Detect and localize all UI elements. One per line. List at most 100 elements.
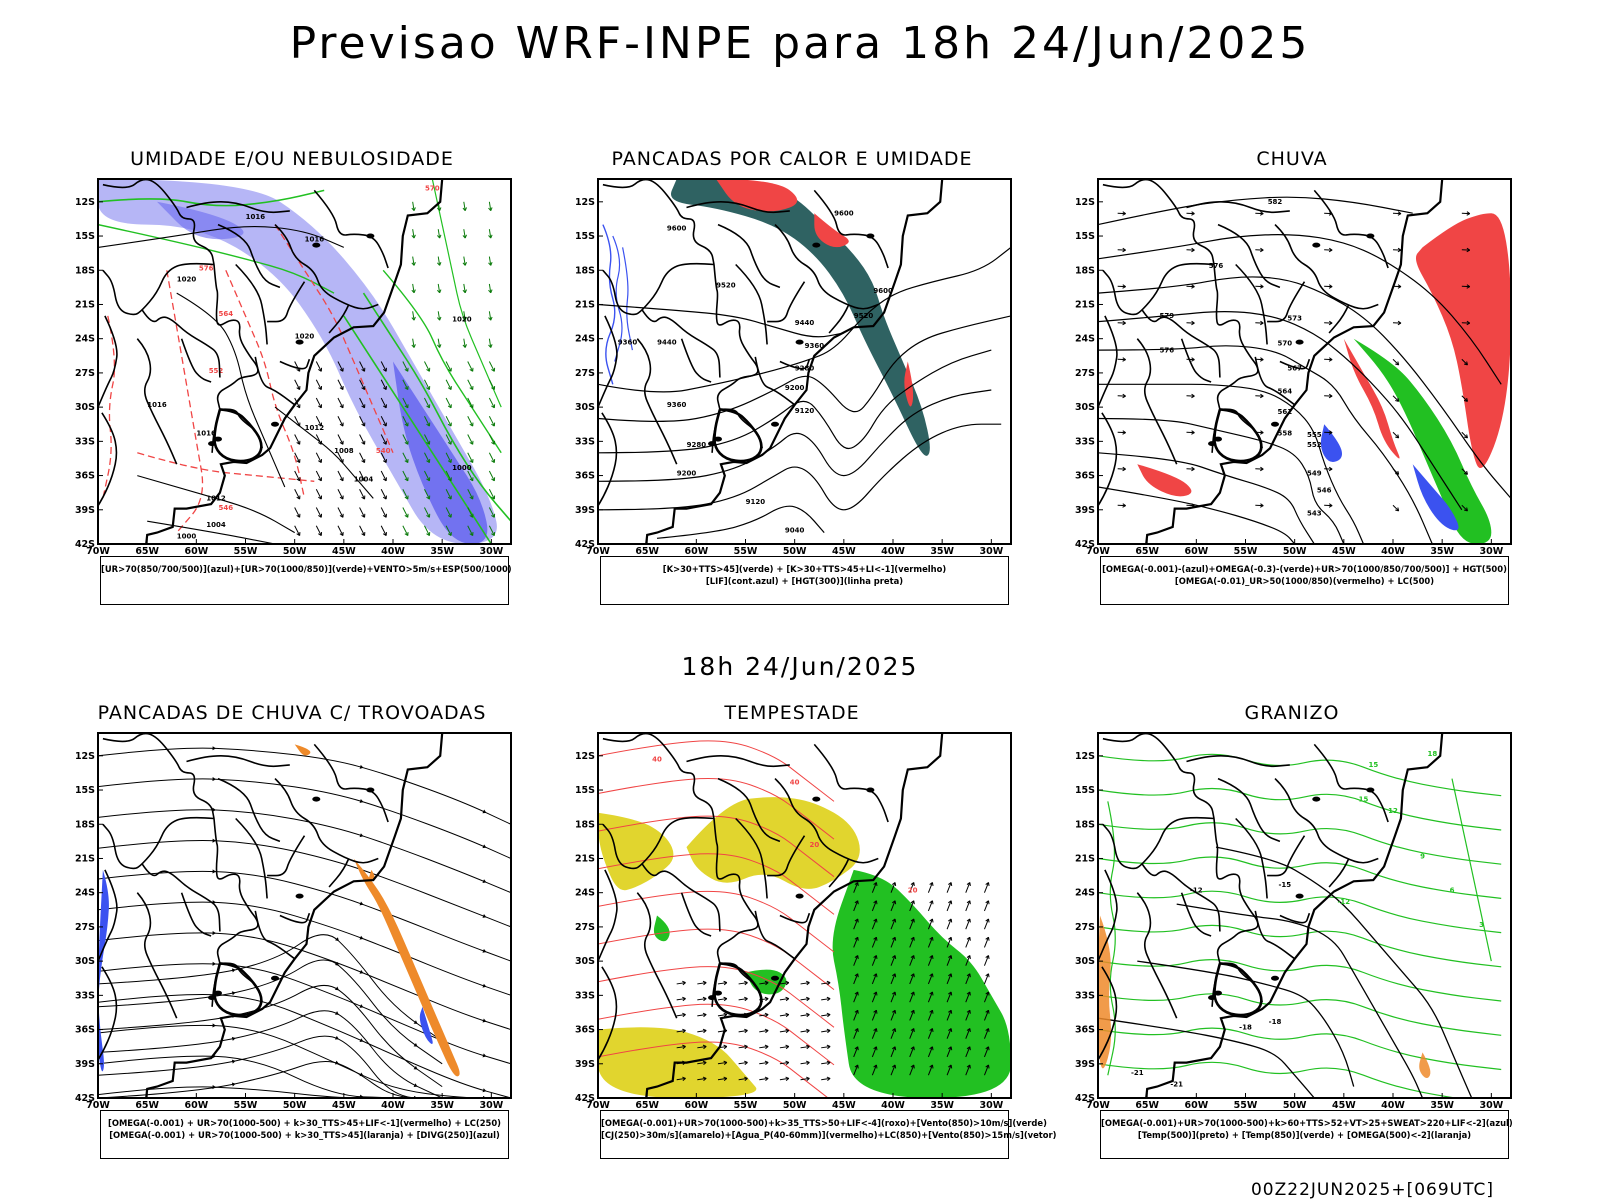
- wind-vector: [462, 229, 467, 239]
- streamline: [98, 1035, 443, 1098]
- contour-label: 1004: [206, 521, 226, 529]
- country-border: [235, 263, 268, 345]
- lon-tick-label: 50W: [283, 546, 307, 557]
- wind-vector: [779, 1060, 790, 1066]
- wind-vector: [424, 470, 431, 482]
- contour-label: 1004: [354, 475, 374, 483]
- country-border: [686, 754, 790, 768]
- country-border: [102, 733, 215, 819]
- lat-tick-label: 42S: [575, 539, 595, 550]
- wind-vector: [380, 489, 387, 500]
- streamline-arrow: [359, 1038, 364, 1043]
- wind-vector: [871, 955, 878, 966]
- wind-vector: [488, 338, 493, 348]
- streamline: [98, 1086, 511, 1098]
- country-border: [1213, 818, 1259, 964]
- lake-mark: [866, 787, 875, 793]
- wind-vector: [1461, 358, 1468, 366]
- streamline-arrow: [482, 1053, 487, 1058]
- lon-tick-label: 55W: [1234, 1100, 1258, 1111]
- wind-vector: [717, 1012, 728, 1018]
- country-border: [98, 966, 118, 1062]
- wind-vector: [821, 1060, 831, 1066]
- wind-vector: [697, 1028, 707, 1034]
- temperature-850-contour: [1098, 822, 1502, 865]
- wind-vector: [294, 452, 301, 463]
- wind-vector: [488, 311, 493, 321]
- lat-tick-label: 24S: [1075, 334, 1095, 345]
- country-border: [1098, 412, 1118, 508]
- lon-tick-label: 60W: [184, 1100, 208, 1111]
- lat-tick-label: 24S: [75, 888, 95, 899]
- streamline-arrow: [334, 986, 339, 991]
- wind-vector: [1324, 430, 1333, 435]
- lon-tick-label: 55W: [234, 1100, 258, 1111]
- wind-vector: [697, 1012, 707, 1018]
- rain-area-blue: [1412, 464, 1459, 531]
- lon-tick-label: 35W: [930, 1100, 954, 1111]
- streamline-arrow: [212, 930, 216, 936]
- country-border: [274, 224, 379, 310]
- lon-tick-label: 40W: [1381, 1100, 1405, 1111]
- wind-vector: [488, 361, 496, 372]
- country-border: [274, 778, 379, 864]
- lat-tick-label: 18S: [575, 819, 595, 830]
- wind-vector: [1117, 211, 1126, 216]
- country-border: [186, 754, 290, 768]
- wind-vector: [676, 1012, 686, 1018]
- wind-vector: [779, 1076, 790, 1082]
- country-border: [779, 912, 811, 924]
- map-frame: [597, 178, 1012, 545]
- country-border: [1136, 892, 1178, 1019]
- streamline: [98, 932, 511, 1031]
- wind-vector: [697, 1076, 707, 1082]
- temperature-850-contour: [1107, 801, 1116, 1076]
- wind-vector: [445, 416, 452, 427]
- wind-vector: [315, 489, 323, 500]
- lat-tick-label: 33S: [75, 436, 95, 447]
- contour-label: 9200: [677, 470, 697, 478]
- lat-tick-label: 33S: [575, 436, 595, 447]
- contour-label: 1020: [295, 333, 315, 341]
- contour-label: 1016: [147, 401, 167, 409]
- wind-vector: [946, 991, 953, 1003]
- wind-vector: [738, 980, 748, 986]
- lon-tick-label: 30W: [479, 546, 503, 557]
- wind-vector: [965, 882, 971, 893]
- lake-mark: [295, 893, 304, 899]
- wind-vector: [315, 434, 323, 445]
- contour-label: 558: [1278, 430, 1293, 438]
- wind-vector: [1392, 504, 1400, 512]
- contour-label: 40: [790, 778, 800, 786]
- lon-tick-label: 45W: [1332, 546, 1356, 557]
- wind-vector: [800, 980, 810, 986]
- wind-vector: [1117, 393, 1126, 399]
- wind-vector: [946, 882, 953, 893]
- wind-vector: [294, 416, 301, 427]
- country-border: [598, 412, 618, 508]
- lake-mark: [708, 995, 717, 1001]
- wind-vector: [315, 525, 323, 536]
- wind-vector: [909, 900, 915, 912]
- lon-tick-label: 70W: [86, 546, 110, 557]
- wind-vector: [402, 361, 409, 372]
- wind-vector: [1324, 284, 1333, 289]
- height-500-contour: [1098, 196, 1413, 226]
- wind-vector: [983, 1046, 990, 1058]
- wind-vector: [965, 1009, 971, 1021]
- temperature-500-contour: [1215, 846, 1473, 1098]
- map-frame: [97, 732, 512, 1099]
- temperature-500-contour: [1137, 960, 1355, 1087]
- streamline-850: [598, 1003, 835, 1066]
- wind-vector: [315, 379, 323, 390]
- lat-tick-label: 27S: [1075, 922, 1095, 933]
- wind-vector: [488, 256, 493, 266]
- contour-label: 564: [1278, 387, 1293, 395]
- wind-vector: [983, 973, 990, 985]
- wind-vector: [821, 1076, 831, 1082]
- lat-tick-label: 27S: [75, 922, 95, 933]
- wind-vector: [853, 882, 859, 893]
- lat-tick-label: 39S: [75, 505, 95, 516]
- lon-tick-label: 70W: [586, 1100, 610, 1111]
